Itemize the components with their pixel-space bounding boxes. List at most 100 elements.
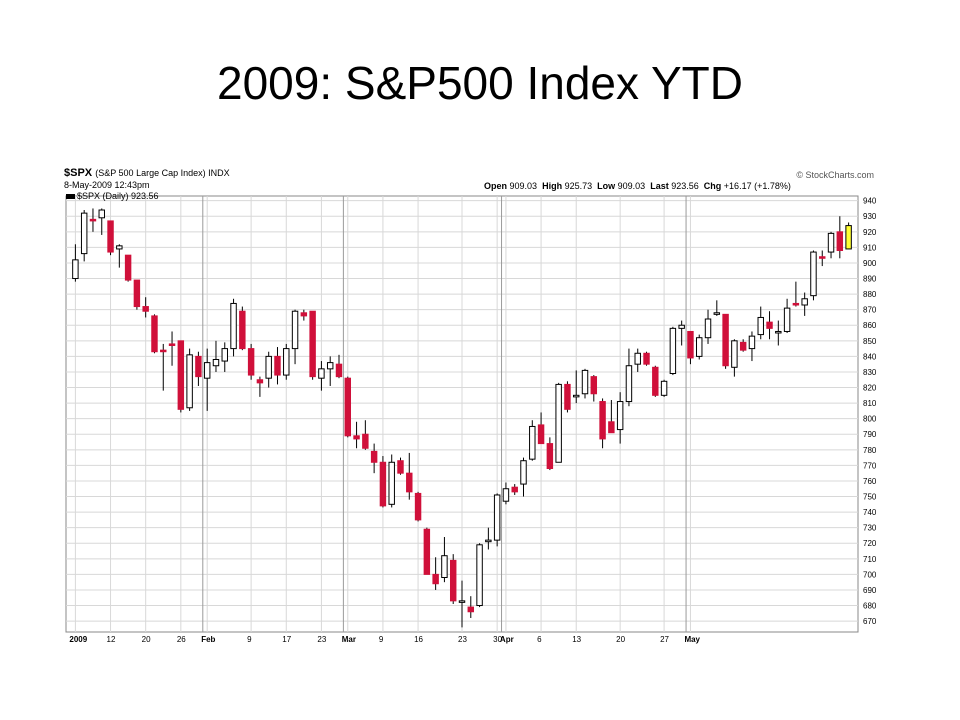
x-tick-label: 17 xyxy=(282,635,291,644)
candle-body xyxy=(713,312,721,315)
candle-body xyxy=(406,472,413,493)
candlestick-chart-svg: 670 680 690 700 710 720 730 740 750 760 770 780 790 8… xyxy=(65,195,877,644)
candle-body xyxy=(221,348,228,362)
x-tick-label: 23 xyxy=(317,635,326,644)
chg-value: +16.17 (+1.78%) xyxy=(723,181,791,191)
candle-body xyxy=(300,312,308,317)
candle-body xyxy=(80,212,88,255)
candle-body xyxy=(151,315,158,353)
candle-body xyxy=(256,379,264,384)
y-tick-label: 870 xyxy=(863,306,877,315)
x-tick-label: 2009 xyxy=(69,635,87,644)
candle-body xyxy=(801,298,808,306)
x-tick-label: 20 xyxy=(142,635,151,644)
y-tick-label: 840 xyxy=(863,352,877,361)
y-tick-label: 810 xyxy=(863,399,877,408)
chg-label: Chg xyxy=(703,181,722,191)
y-tick-label: 850 xyxy=(863,337,877,346)
low-value: 909.03 xyxy=(617,181,646,191)
x-tick-label: Feb xyxy=(201,635,215,644)
y-tick-label: 710 xyxy=(863,555,877,564)
candle-body xyxy=(775,330,782,334)
candle-body xyxy=(634,352,641,365)
legend-label: $SPX (Daily) 923.56 xyxy=(77,191,159,201)
candle-body xyxy=(283,348,290,376)
x-tick-label: 13 xyxy=(572,635,581,644)
candle-body xyxy=(581,369,589,395)
ticker-header: $SPX (S&P 500 Large Cap Index) INDX xyxy=(64,167,230,179)
x-tick-label: 23 xyxy=(458,635,467,644)
ticker-symbol: $SPX xyxy=(64,167,93,179)
candle-body xyxy=(590,376,598,395)
candle-body xyxy=(476,544,483,607)
y-tick-label: 760 xyxy=(863,477,877,486)
last-value: 923.56 xyxy=(671,181,699,191)
candle-body xyxy=(116,245,123,250)
x-tick-label: 9 xyxy=(247,635,252,644)
candle-body xyxy=(827,232,835,253)
x-tick-label: 9 xyxy=(379,635,384,644)
candle-body xyxy=(836,231,844,251)
slide-title: 2009: S&P500 Index YTD xyxy=(217,57,743,109)
candle-body xyxy=(608,421,615,434)
y-tick-label: 880 xyxy=(863,290,877,299)
candle-body xyxy=(230,302,237,350)
y-tick-label: 750 xyxy=(863,493,877,502)
y-tick-label: 770 xyxy=(863,461,877,470)
candle-body xyxy=(493,494,501,541)
candle-body xyxy=(696,337,703,357)
y-tick-label: 890 xyxy=(863,275,877,284)
candle-body xyxy=(669,327,677,375)
y-tick-label: 790 xyxy=(863,430,877,439)
candle-body xyxy=(291,310,299,350)
candle-body xyxy=(687,330,694,359)
ohlc-readout: Open 909.03 High 925.73 Low 909.03 Last … xyxy=(484,181,791,191)
candle-body xyxy=(678,324,685,329)
candle-body xyxy=(845,225,852,250)
candle-body xyxy=(748,335,756,350)
candle-body xyxy=(186,354,193,409)
candle-body xyxy=(142,306,149,312)
y-tick-label: 930 xyxy=(863,212,877,221)
candle-body xyxy=(265,355,272,379)
open-label: Open xyxy=(484,181,508,191)
candle-body xyxy=(739,341,747,351)
candle-body xyxy=(107,220,114,253)
candle-body xyxy=(766,321,773,329)
candle-body xyxy=(98,209,105,219)
y-tick-label: 670 xyxy=(863,617,877,626)
candle-body xyxy=(423,528,431,575)
candle-body xyxy=(652,366,659,396)
candle-body xyxy=(388,461,395,505)
candle-body xyxy=(555,383,562,463)
y-tick-label: 820 xyxy=(863,384,877,393)
candle-body xyxy=(326,362,334,370)
y-tick-label: 780 xyxy=(863,446,877,455)
last-label: Last xyxy=(650,181,669,191)
high-label: High xyxy=(542,181,563,191)
candle-body xyxy=(195,355,202,378)
y-tick-label: 800 xyxy=(863,415,877,424)
y-tick-label: 690 xyxy=(863,586,877,595)
candle-body xyxy=(274,355,281,376)
candle-body xyxy=(124,254,132,281)
candle-body xyxy=(458,600,466,603)
ticker-description: (S&P 500 Large Cap Index) INDX xyxy=(95,168,230,178)
candle-body xyxy=(810,251,817,297)
candle-body xyxy=(529,425,536,460)
y-tick-label: 910 xyxy=(863,243,877,252)
candle-body xyxy=(370,450,378,463)
open-value: 909.03 xyxy=(509,181,538,191)
candle-body xyxy=(449,559,457,602)
candle-body xyxy=(819,256,826,259)
candle-body xyxy=(318,368,325,379)
x-tick-label: 12 xyxy=(107,635,116,644)
candle-body xyxy=(89,218,97,222)
candle-body xyxy=(362,433,369,449)
candle-body xyxy=(72,259,79,280)
source-credit: © StockCharts.com xyxy=(796,170,874,180)
x-tick-label: 30 xyxy=(493,635,502,644)
candle-body xyxy=(335,363,343,378)
candle-body xyxy=(625,365,633,403)
x-tick-label: 6 xyxy=(537,635,542,644)
